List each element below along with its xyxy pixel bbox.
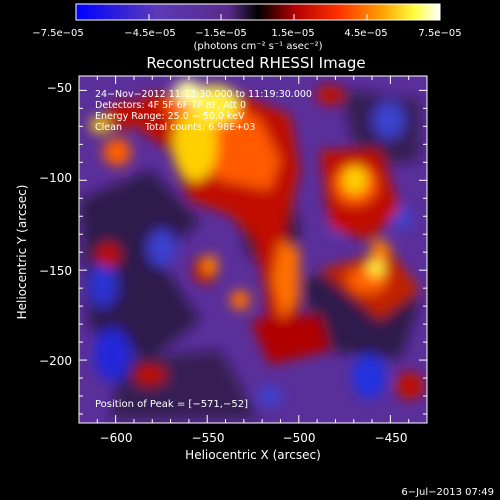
x-axis-title: Heliocentric X (arcsec) [185,448,321,462]
info-energy: Energy Range: 25.0 − 50.0 keV [95,111,245,122]
y-tick-label: −100 [39,171,72,185]
colorbar-tick-label-4: 4.5e−05 [344,28,387,39]
colorbar-gradient [75,3,441,21]
y-axis-title: Heliocentric Y (arcsec) [15,185,29,320]
colorbar-tick-label-5: 7.5e−05 [418,28,461,39]
y-tick-label: −200 [39,354,72,368]
observation-info: 24−Nov−2012 11:13:30.000 to 11:19:30.000… [95,89,312,133]
y-tick-label: −150 [39,264,72,278]
plot-frame [78,75,428,424]
plot-title: Reconstructed RHESSI Image [146,54,365,72]
info-detectors: Detectors: 4F 5F 6F 7F 8F, Att 0 [95,100,246,111]
x-tick-label: −500 [283,431,316,445]
x-axis-labels: −600 −550 −500 −450 [100,431,408,445]
colorbar-tick-label-1: −4.5e−05 [124,28,176,39]
info-time-range: 24−Nov−2012 11:13:30.000 to 11:19:30.000 [95,89,312,100]
info-counts: Total counts: 6.98E+03 [144,122,255,133]
colorbar-ticks [75,14,441,20]
colorbar-tick-label-3: 1.5e−05 [271,28,314,39]
footer-date: 6−Jul−2013 07:49 [401,487,494,498]
peak-position-label: Position of Peak = [−571,−52] [95,399,248,410]
y-tick-label: −50 [47,81,72,95]
axis-ticks [79,76,428,423]
y-axis-labels: −200 −150 −100 −50 [39,81,72,368]
colorbar-tick-label-2: −1.5e−05 [195,28,247,39]
heatmap-image [79,76,427,423]
info-method: Clean [95,122,122,133]
colorbar: −7.5e−05 −4.5e−05 −1.5e−05 1.5e−05 4.5e−… [32,3,462,52]
colorbar-tick-label-0: −7.5e−05 [32,28,84,39]
x-tick-label: −600 [100,431,133,445]
colorbar-units: (photons cm⁻² s⁻¹ asec⁻²) [193,41,322,52]
x-tick-label: −550 [192,431,225,445]
x-tick-label: −450 [375,431,408,445]
